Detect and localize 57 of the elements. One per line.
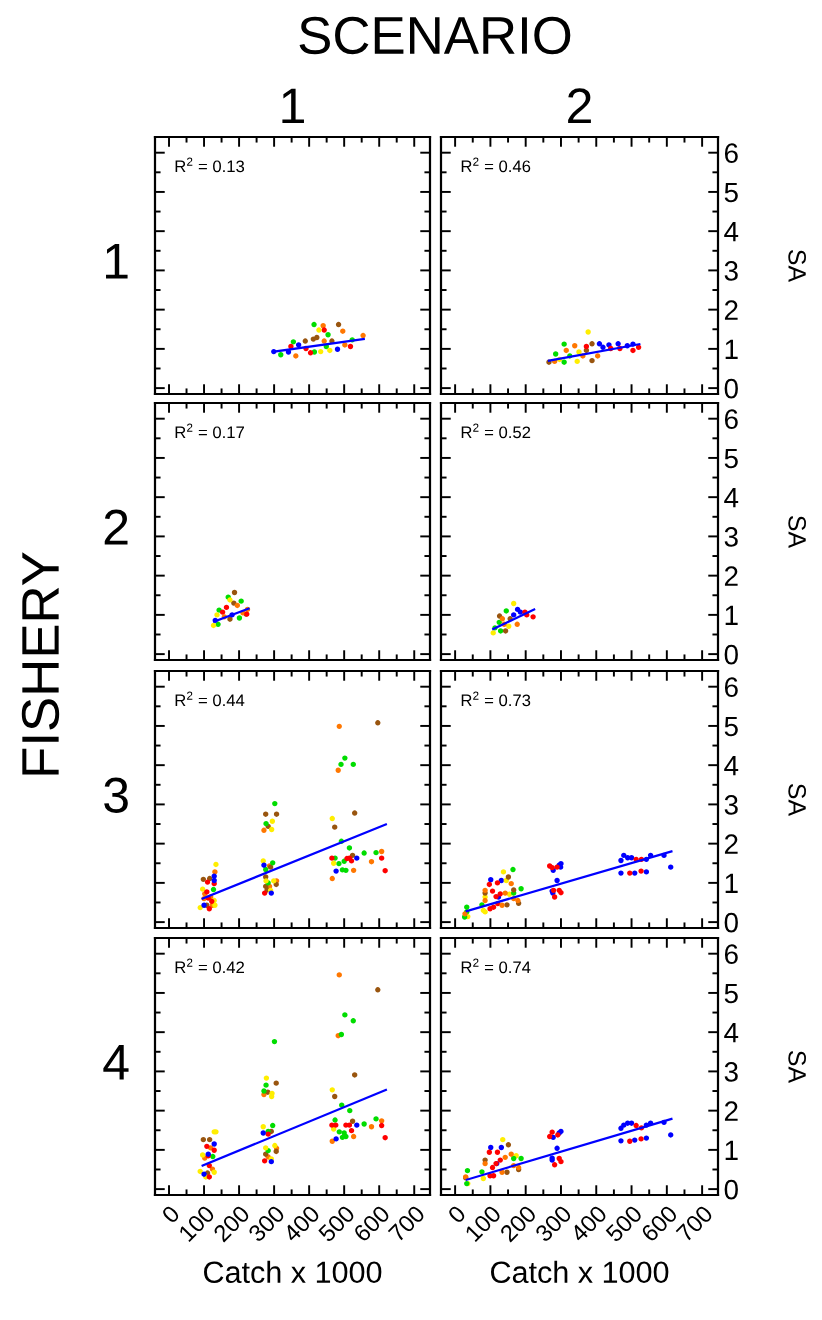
y-tick-label: 5 xyxy=(724,182,738,203)
x-tick-label: 300 xyxy=(534,1204,573,1243)
y-tick-label: 6 xyxy=(724,677,738,698)
y-tick-label: 2 xyxy=(724,566,738,586)
x-tick-label: 300 xyxy=(247,1204,286,1243)
x-axis-title: Catch x 1000 xyxy=(204,1260,382,1284)
x-tick-label: 0 xyxy=(160,1204,181,1225)
y-tick-label: 4 xyxy=(724,1023,739,1043)
y-tick-label: 6 xyxy=(724,944,738,965)
text: 2 xyxy=(473,157,479,166)
annotation: R$^{2}$ = 0.42 xyxy=(175,958,244,974)
y-tick-label: 3 xyxy=(724,1062,738,1082)
y-tick-label: 3 xyxy=(724,795,738,815)
y-tick-label: 3 xyxy=(724,527,738,547)
annotation: R$^{2}$ = 0.52 xyxy=(461,423,531,439)
y-tick-label: 1 xyxy=(725,1140,738,1160)
y-tick-label: 2 xyxy=(724,834,738,854)
y-axis-title: 3 xyxy=(104,777,128,813)
x-tick-label: 700 xyxy=(387,1204,426,1243)
y-tick-label: 6 xyxy=(724,143,738,164)
y-tick-label: 5 xyxy=(724,983,738,1004)
y-axis-title: SA xyxy=(788,515,806,549)
y-tick-label: 3 xyxy=(724,261,738,281)
x-tick-label: 700 xyxy=(675,1204,714,1243)
y-tick-label: 4 xyxy=(724,756,739,776)
y-tick-label: 5 xyxy=(724,716,738,737)
y-tick-label: 1 xyxy=(725,873,738,893)
text: SCENARIO xyxy=(299,16,571,55)
annotation: R$^{2}$ = 0.13 xyxy=(175,157,245,173)
x-tick-label: 0 xyxy=(446,1204,467,1225)
y-axis-title: SA xyxy=(788,1050,806,1084)
text: 2 xyxy=(568,88,591,124)
annotation: R$^{2}$ = 0.73 xyxy=(461,691,531,707)
y-axis-title: 4 xyxy=(103,1045,129,1080)
y-tick-label: 1 xyxy=(725,339,738,359)
y-axis-title: SA xyxy=(788,783,806,817)
y-tick-label: 4 xyxy=(724,222,739,242)
y-tick-label: 0 xyxy=(724,912,738,933)
y-tick-label: 0 xyxy=(724,1179,738,1200)
x-tick-label: 500 xyxy=(317,1204,356,1243)
x-axis-title: Catch x 1000 xyxy=(491,1260,669,1284)
y-axis-title: 2 xyxy=(187,423,193,432)
annotation: R$^{2}$ = 0.74 xyxy=(461,958,531,974)
y-tick-label: 0 xyxy=(724,378,738,399)
y-tick-label: 2 xyxy=(724,300,738,320)
chart-title: 2 xyxy=(104,509,128,545)
y-tick-label: 5 xyxy=(724,448,738,469)
y-tick-label: 1 xyxy=(725,605,738,625)
y-tick-label: 4 xyxy=(724,488,739,508)
y-tick-label: 6 xyxy=(724,409,738,430)
y-tick-label: 2 xyxy=(724,1101,738,1121)
chart-title: 1 xyxy=(282,88,304,124)
y-axis-title: SA xyxy=(788,249,806,283)
y-axis-title: 1 xyxy=(106,244,128,279)
annotation: R$^{2}$ = 0.44 xyxy=(175,691,245,707)
y-tick-label: 0 xyxy=(724,644,738,665)
text: FISHERY xyxy=(21,552,60,775)
